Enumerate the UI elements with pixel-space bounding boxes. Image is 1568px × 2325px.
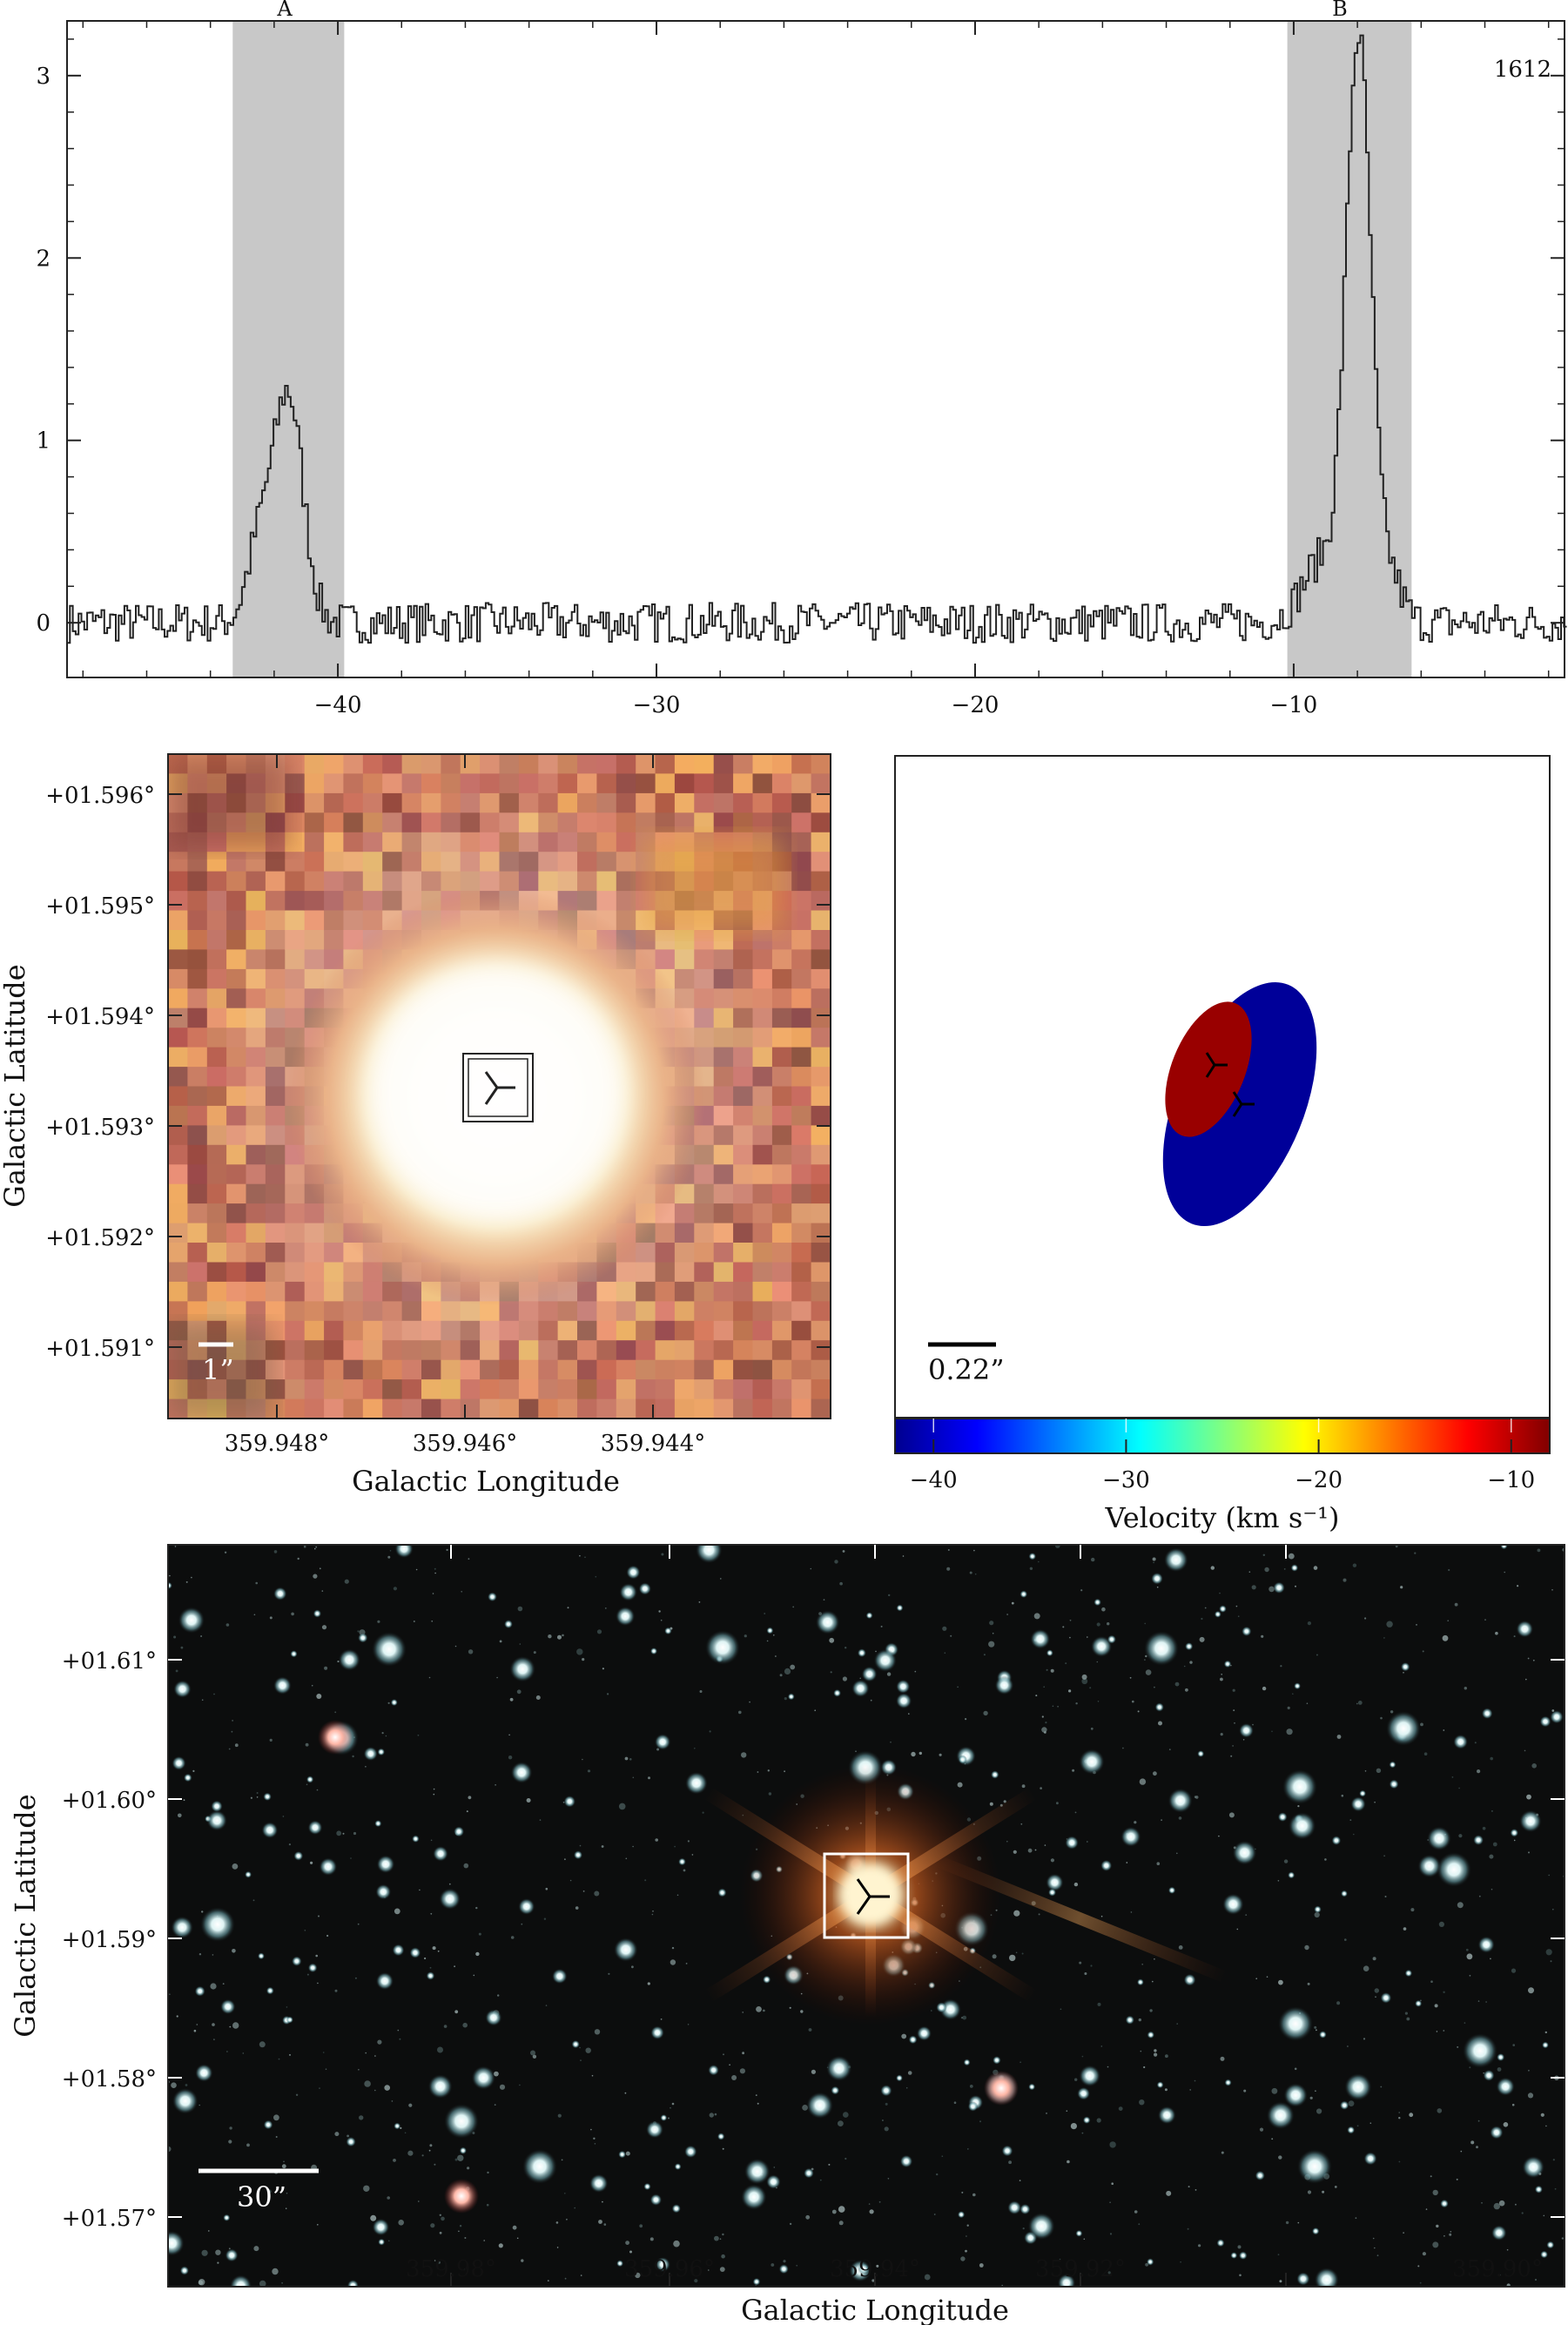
field-marker	[823, 1852, 910, 1939]
closeup-y-tick-label: +01.592°	[45, 1225, 155, 1251]
field-frame	[167, 1544, 1565, 2288]
spectrum-y-tick-label: 0	[36, 610, 50, 637]
closeup-x-tick-label: 359.944°	[601, 1431, 706, 1457]
closeup-y-tick-label: +01.591°	[45, 1336, 155, 1362]
field-y-tick-label: +01.58°	[62, 2066, 157, 2092]
colorbar-tick-label: −20	[1295, 1467, 1343, 1493]
spectrum-x-tick-label: −30	[633, 692, 681, 718]
field-y-tick-label: +01.59°	[62, 1927, 157, 1953]
closeup-scalebar: 1”	[199, 1342, 234, 1386]
closeup-x-tick-label: 359.946°	[413, 1431, 518, 1457]
colorbar-fill	[894, 1418, 1551, 1454]
maser-scalebar-label: 0.22”	[928, 1353, 1005, 1386]
field-y-tick-label: +01.57°	[62, 2206, 157, 2232]
field-x-tick-label: 359.92°	[1035, 2256, 1126, 2282]
field-x-tick-label: 359.96°	[624, 2256, 715, 2282]
spectrum-x-tick-label: −40	[314, 692, 362, 718]
field-stars	[168, 1545, 1565, 2287]
central-star-glow	[704, 1764, 1228, 2025]
spectrum-panel: −40 −30 −20 −10 0 1 2 3 A B 1612	[36, 0, 1567, 718]
field-image	[168, 1545, 1565, 2287]
field-scalebar: 30”	[199, 2168, 319, 2214]
field-ticks: 359.98° 359.96° 359.94° 359.92° 359.90° +01.6…	[62, 1545, 1565, 2287]
closeup-marker	[462, 1053, 534, 1122]
closeup-ylabel: Galactic Latitude	[0, 964, 31, 1207]
closeup-scalebar-label: 1”	[202, 1353, 234, 1386]
spectrum-y-tick-label: 1	[36, 428, 50, 455]
field-scalebar-label: 30”	[237, 2180, 286, 2214]
closeup-xlabel: Galactic Longitude	[352, 1465, 620, 1498]
colorbar-ticks: −40 −30 −20 −10	[910, 1419, 1535, 1493]
field-x-tick-label: 359.94°	[830, 2256, 920, 2282]
region-b	[1287, 21, 1412, 677]
closeup-y-tick-label: +01.596°	[45, 783, 155, 809]
spectrum-y-tick-label: 3	[36, 64, 50, 90]
closeup-y-tick-label: +01.593°	[45, 1115, 155, 1141]
field-y-tick-label: +01.61°	[62, 1648, 157, 1675]
colorbar-tick-label: −40	[910, 1467, 958, 1493]
colorbar-label: Velocity (km s⁻¹)	[1105, 1501, 1340, 1534]
closeup-frame	[167, 753, 831, 1419]
region-a	[232, 21, 345, 677]
spectrum-x-tick-label: −20	[952, 692, 999, 718]
maser-map-panel: 0.22” −40 −30 −20 −10 Velocity (km s⁻¹)	[894, 755, 1551, 1534]
field-ylabel: Galactic Latitude	[9, 1794, 42, 2037]
maser-markers	[1205, 1052, 1255, 1117]
field-x-tick-label: 359.98°	[406, 2256, 496, 2282]
spectrum-y-tick-label: 2	[36, 246, 50, 272]
spectrum-frame	[66, 20, 1565, 678]
field-xlabel: Galactic Longitude	[741, 2294, 1009, 2325]
colorbar: −40 −30 −20 −10	[894, 1418, 1551, 1493]
field-x-tick-label: 359.90°	[1452, 2256, 1543, 2282]
region-label-a: A	[276, 0, 293, 21]
closeup-ticks: 359.948° 359.946° 359.944° +01.596° +01.595°…	[45, 754, 831, 1457]
field-y-tick-label: +01.60°	[62, 1788, 157, 1814]
spectrum-line	[67, 34, 1567, 644]
spectrum-ticks: −40 −30 −20 −10 0 1 2 3	[36, 21, 1565, 718]
maser-scalebar: 0.22”	[928, 1342, 1005, 1386]
field-panel: 30” 359.98° 359.96° 359.94° 359.92° 359.90° +…	[9, 1544, 1565, 2325]
line-label: 1612	[1494, 57, 1551, 83]
closeup-y-tick-label: +01.595°	[45, 893, 155, 920]
closeup-panel: 1” 359.948° 359.946° 359.944° +01.596° +01.5…	[0, 753, 831, 1498]
closeup-x-tick-label: 359.948°	[225, 1431, 330, 1457]
colorbar-tick-label: −10	[1487, 1467, 1535, 1493]
maser-spot-red	[1165, 1001, 1252, 1137]
colorbar-tick-label: −30	[1102, 1467, 1150, 1493]
spectrum-regions	[232, 21, 1412, 677]
closeup-y-tick-label: +01.594°	[45, 1004, 155, 1030]
spectrum-x-tick-label: −10	[1269, 692, 1317, 718]
region-label-b: B	[1332, 0, 1348, 21]
